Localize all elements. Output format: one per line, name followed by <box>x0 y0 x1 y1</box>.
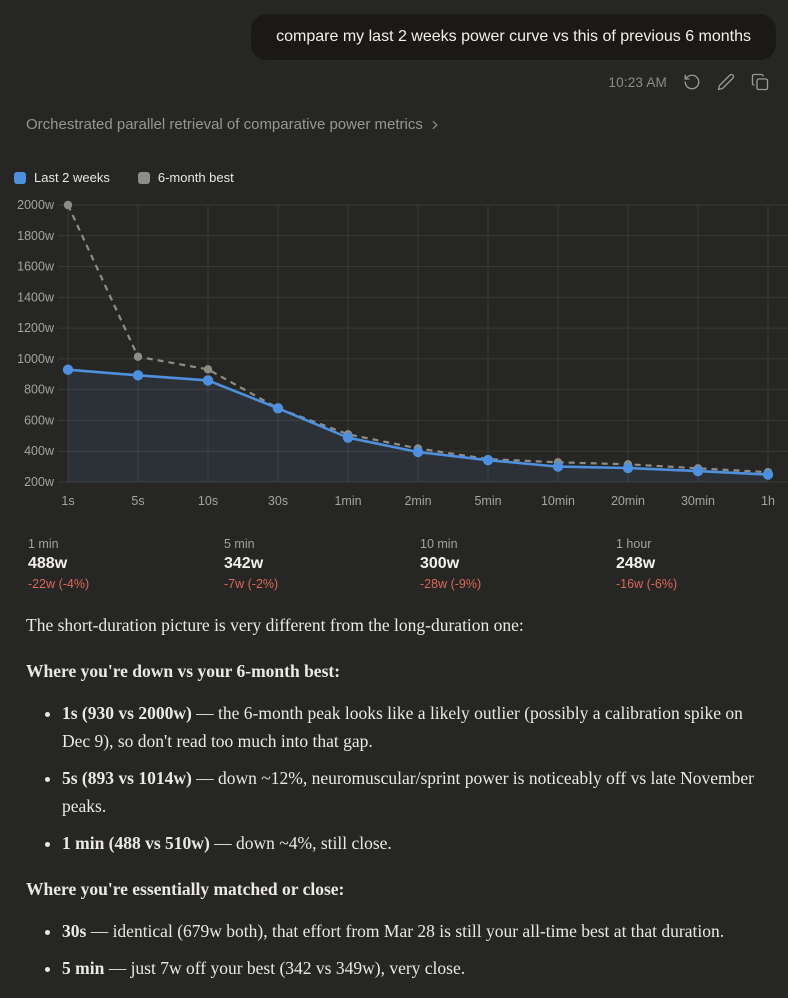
legend-label: Last 2 weeks <box>34 170 110 185</box>
user-message-row: compare my last 2 weeks power curve vs t… <box>0 0 788 60</box>
retry-button[interactable] <box>683 73 701 91</box>
stat-5min: 5 min 342w -7w (-2%) <box>224 537 420 591</box>
stat-delta: -28w (-9%) <box>420 577 482 591</box>
chart-legend: Last 2 weeks 6-month best <box>14 170 788 185</box>
section-heading-down: Where you're down vs your 6-month best: <box>26 661 341 681</box>
message-timestamp: 10:23 AM <box>608 74 667 90</box>
svg-text:2min: 2min <box>404 494 431 508</box>
svg-text:10s: 10s <box>198 494 218 508</box>
power-curve-chart: 200w 400w 600w 800w 1000w 1200w 1400w 1600w 1800… <box>17 198 788 508</box>
edit-button[interactable] <box>717 73 735 91</box>
svg-text:1min: 1min <box>334 494 361 508</box>
retry-icon <box>684 74 700 90</box>
user-message-bubble: compare my last 2 weeks power curve vs t… <box>251 14 776 60</box>
thinking-label: Orchestrated parallel retrieval of compa… <box>26 116 423 133</box>
stats-row: 1 min 488w -22w (-4%) 5 min 342w -7w (-2… <box>0 537 788 591</box>
bullet-list-matched: 30s — identical (679w both), that effort… <box>26 917 762 982</box>
svg-text:5s: 5s <box>131 494 144 508</box>
section-heading-matched: Where you're essentially matched or clos… <box>26 879 345 899</box>
svg-text:10min: 10min <box>541 494 575 508</box>
thinking-summary-toggle[interactable]: Orchestrated parallel retrieval of compa… <box>26 116 442 133</box>
legend-label: 6-month best <box>157 170 234 185</box>
legend-item-6-month-best: 6-month best <box>137 170 234 185</box>
svg-text:200w: 200w <box>24 475 55 489</box>
copy-button[interactable] <box>751 73 769 91</box>
bullet-list-down: 1s (930 vs 2000w) — the 6-month peak loo… <box>26 699 762 857</box>
pencil-icon <box>717 73 735 91</box>
svg-text:1400w: 1400w <box>17 290 55 304</box>
stat-value: 342w <box>224 555 264 572</box>
stat-label: 1 hour <box>616 537 652 551</box>
bullet-item: 5 min — just 7w off your best (342 vs 34… <box>62 954 762 982</box>
stat-1min: 1 min 488w -22w (-4%) <box>28 537 224 591</box>
svg-text:600w: 600w <box>24 413 55 427</box>
bullet-item: 5s (893 vs 1014w) — down ~12%, neuromusc… <box>62 764 762 820</box>
svg-text:1000w: 1000w <box>17 352 55 366</box>
svg-text:1600w: 1600w <box>17 260 55 274</box>
analysis-text: The short-duration picture is very diffe… <box>26 611 762 982</box>
stat-delta: -16w (-6%) <box>616 577 678 591</box>
svg-text:1h: 1h <box>761 494 775 508</box>
stat-label: 1 min <box>28 537 59 551</box>
svg-text:30s: 30s <box>268 494 288 508</box>
svg-text:5min: 5min <box>474 494 501 508</box>
svg-text:400w: 400w <box>24 444 55 458</box>
stat-delta: -22w (-4%) <box>28 577 90 591</box>
stat-value: 248w <box>616 555 656 572</box>
stat-value: 300w <box>420 555 460 572</box>
stat-1hour: 1 hour 248w -16w (-6%) <box>616 537 788 591</box>
chevron-right-icon <box>432 120 438 129</box>
svg-text:2000w: 2000w <box>17 198 55 212</box>
svg-text:1800w: 1800w <box>17 229 55 243</box>
bullet-item: 1s (930 vs 2000w) — the 6-month peak loo… <box>62 699 762 755</box>
svg-text:20min: 20min <box>611 494 645 508</box>
svg-text:30min: 30min <box>681 494 715 508</box>
message-actions-row: 10:23 AM <box>0 60 788 91</box>
user-message-text: compare my last 2 weeks power curve vs t… <box>276 28 751 45</box>
legend-swatch-blue <box>14 171 26 184</box>
stat-10min: 10 min 300w -28w (-9%) <box>420 537 616 591</box>
svg-text:1s: 1s <box>61 494 74 508</box>
copy-icon <box>751 73 769 91</box>
stat-label: 10 min <box>420 537 458 551</box>
legend-item-last-2-weeks: Last 2 weeks <box>14 170 110 185</box>
analysis-intro: The short-duration picture is very diffe… <box>26 615 524 635</box>
svg-text:1200w: 1200w <box>17 321 55 335</box>
svg-text:800w: 800w <box>24 383 55 397</box>
legend-swatch-gray <box>137 171 150 184</box>
stat-label: 5 min <box>224 537 255 551</box>
bullet-item: 1 min (488 vs 510w) — down ~4%, still cl… <box>62 829 762 857</box>
stat-delta: -7w (-2%) <box>224 577 279 591</box>
bullet-item: 30s — identical (679w both), that effort… <box>62 917 762 945</box>
stat-value: 488w <box>28 555 68 572</box>
